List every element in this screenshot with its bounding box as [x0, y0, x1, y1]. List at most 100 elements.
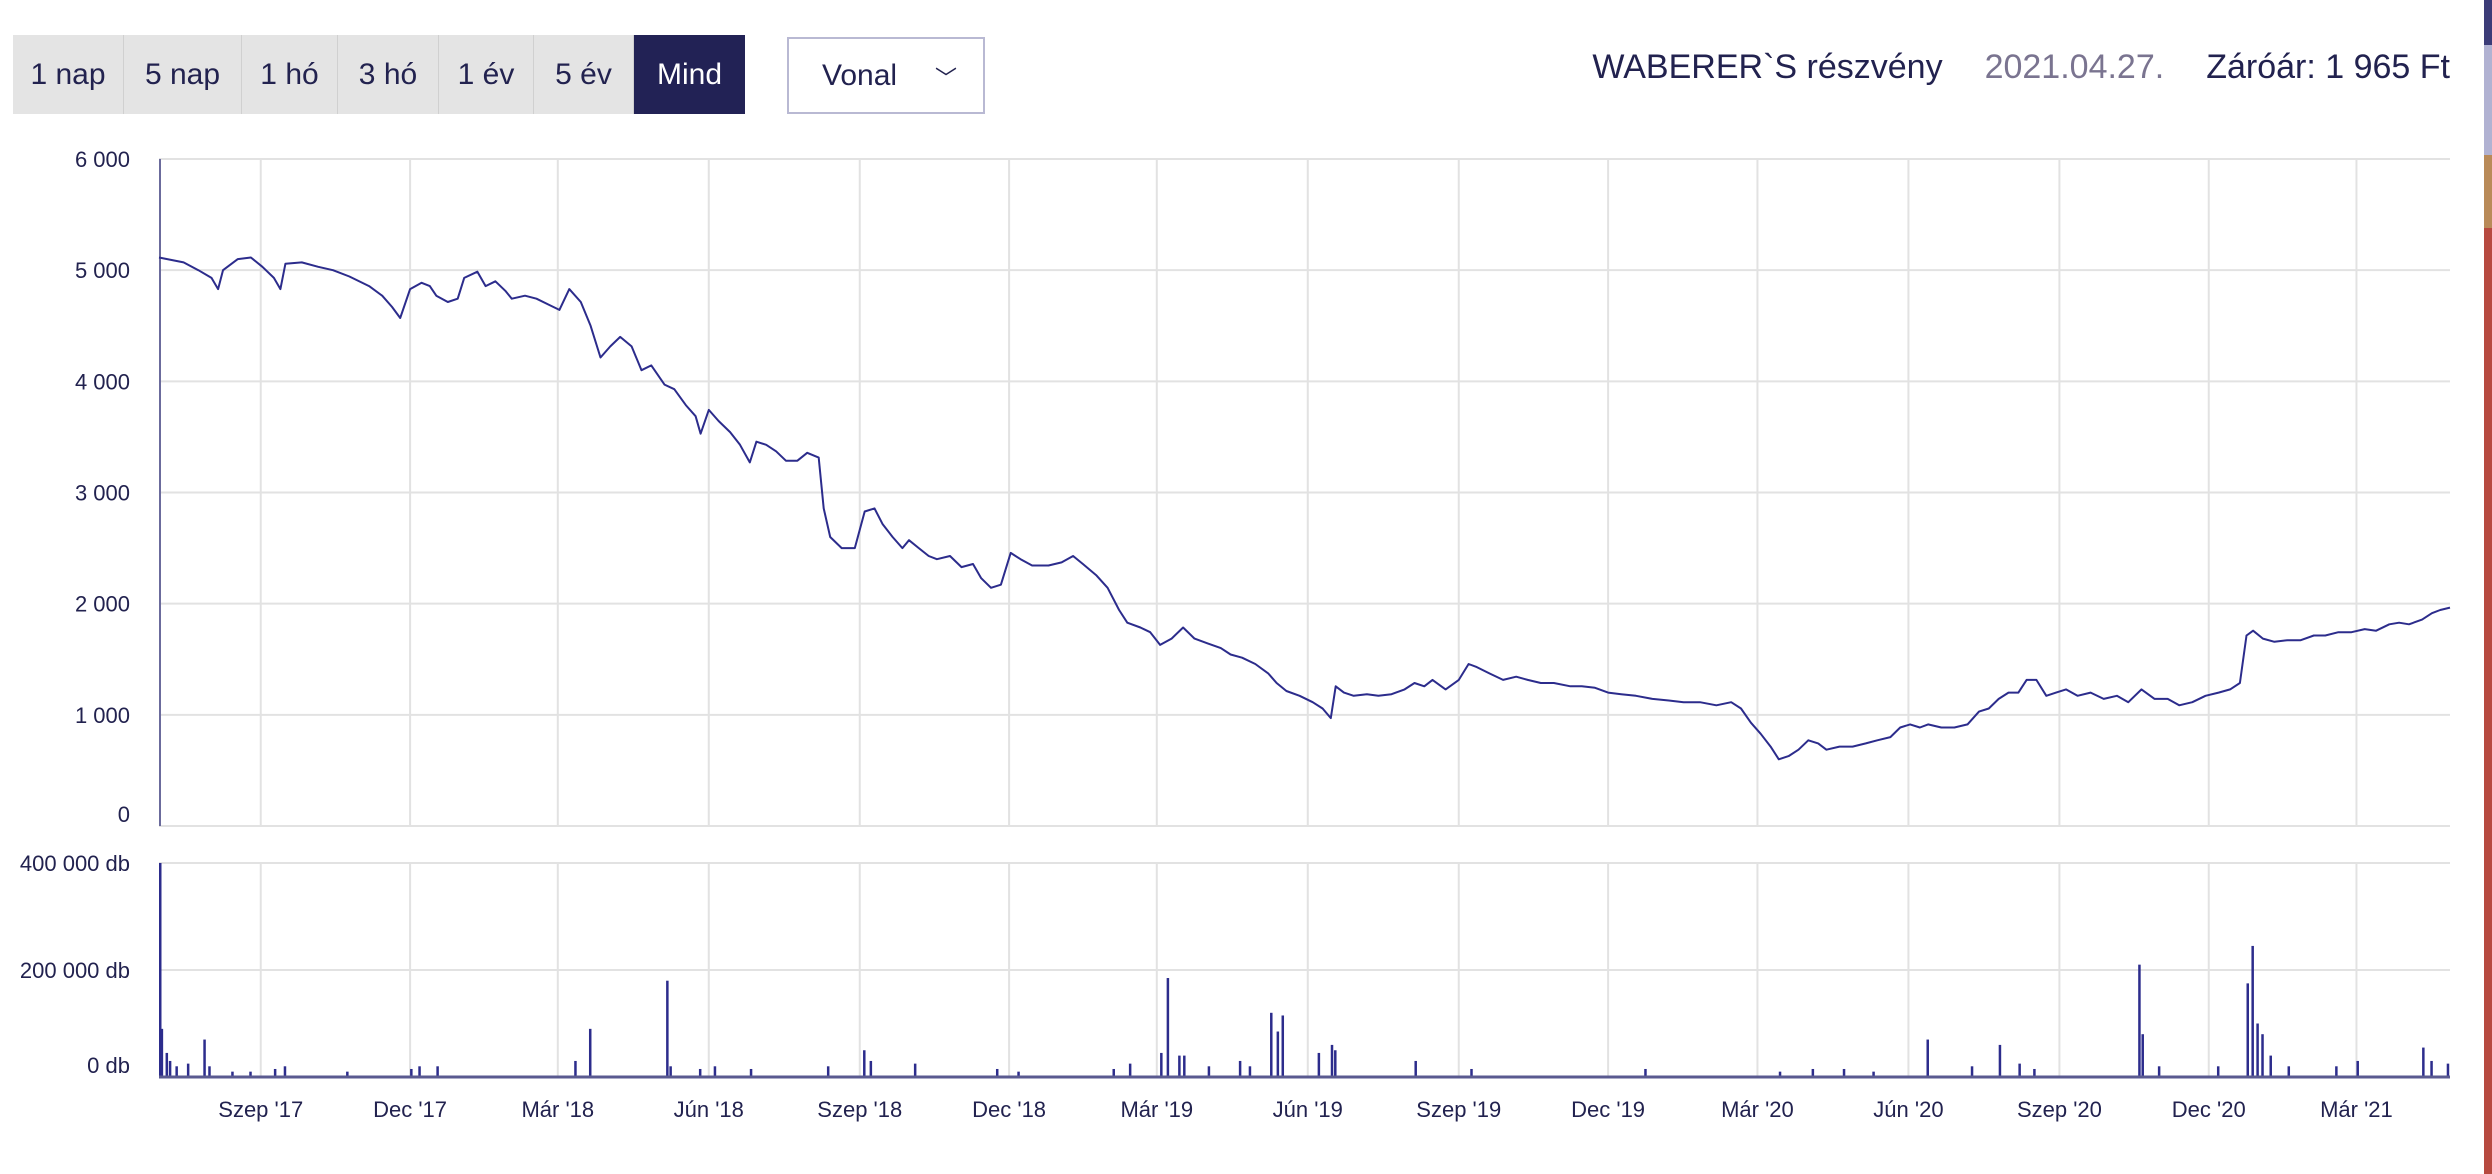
x-tick-label: Jún '18 [674, 1097, 744, 1122]
range-button-group: 1 nap 5 nap 1 hó 3 hó 1 év 5 év Mind [13, 35, 745, 114]
volume-bar [203, 1039, 206, 1077]
scrollbar-segment [2484, 45, 2492, 155]
volume-bar [1270, 1012, 1273, 1077]
chart-type-select[interactable]: Vonal ﹀ [787, 37, 985, 114]
price-y-tick-label: 5 000 [75, 258, 130, 283]
volume-bar [1811, 1068, 1815, 1077]
range-button-5-day[interactable]: 5 nap [124, 35, 242, 114]
volume-bar [713, 1066, 717, 1077]
range-button-1-year[interactable]: 1 év [439, 35, 534, 114]
quote-date: 2021.04.27. [1984, 48, 2165, 86]
volume-bar [410, 1068, 413, 1077]
volume-y-tick-label: 400 000 db [20, 851, 130, 876]
volume-bar [1178, 1055, 1181, 1077]
volume-bar [1207, 1066, 1211, 1077]
volume-bar [160, 1028, 164, 1077]
volume-bar [995, 1068, 999, 1077]
volume-bar [273, 1068, 277, 1077]
range-button-1-day[interactable]: 1 nap [13, 35, 124, 114]
close-price-label: Záróár: [2206, 48, 2316, 86]
x-tick-label: Már '18 [521, 1097, 594, 1122]
stock-header: WABERER`S részvény 2021.04.27. Záróár: 1… [1592, 48, 2450, 87]
x-tick-label: Szep '20 [2017, 1097, 2102, 1122]
volume-bar [1248, 1066, 1252, 1077]
range-button-5-year[interactable]: 5 év [534, 35, 634, 114]
volume-bar [2251, 945, 2254, 1077]
volume-bar [669, 1066, 672, 1077]
volume-bar [1644, 1068, 1647, 1077]
x-tick-label: Jún '19 [1273, 1097, 1343, 1122]
volume-bar [2446, 1063, 2450, 1077]
scrollbar-segment [2484, 0, 2492, 45]
volume-bar [2422, 1047, 2425, 1077]
volume-bar [2216, 1066, 2220, 1077]
volume-bar [1238, 1060, 1242, 1077]
x-tick-label: Már '19 [1120, 1097, 1193, 1122]
volume-bar [2287, 1066, 2291, 1077]
volume-bar [2269, 1055, 2272, 1077]
volume-bar [1276, 1031, 1280, 1077]
volume-bar [1112, 1068, 1115, 1077]
range-button-1-month[interactable]: 1 hó [242, 35, 338, 114]
volume-bar [1330, 1044, 1334, 1077]
volume-bar [826, 1066, 830, 1077]
volume-bar [249, 1071, 252, 1077]
price-y-tick-label: 1 000 [75, 703, 130, 728]
volume-bar [1970, 1066, 1974, 1077]
volume-bar [1334, 1050, 1337, 1077]
volume-bar [2256, 1023, 2259, 1077]
volume-bar [1842, 1068, 1846, 1077]
volume-bar [2141, 1034, 2144, 1077]
volume-bar [1778, 1071, 1782, 1077]
volume-bar [574, 1060, 577, 1077]
volume-bar [1470, 1068, 1473, 1077]
volume-bar [666, 980, 669, 1077]
price-y-tick-label: 2 000 [75, 592, 130, 617]
volume-bar [159, 863, 162, 1077]
volume-bar [186, 1063, 190, 1077]
volume-bar [2246, 983, 2250, 1077]
volume-bar [175, 1066, 178, 1077]
volume-bar [1926, 1039, 1929, 1077]
stock-title: WABERER`S részvény [1592, 48, 1943, 86]
volume-bar [165, 1052, 169, 1077]
x-tick-label: Szep '17 [218, 1097, 303, 1122]
volume-bar [2157, 1066, 2161, 1077]
volume-bar [588, 1028, 592, 1077]
range-button-3-month[interactable]: 3 hó [338, 35, 439, 114]
volume-bar [2430, 1060, 2433, 1077]
volume-bar [1414, 1060, 1417, 1077]
volume-bar [869, 1060, 873, 1077]
scrollbar-segment [2484, 155, 2492, 228]
price-y-tick-label: 0 [118, 802, 130, 827]
x-tick-label: Dec '19 [1571, 1097, 1645, 1122]
x-tick-label: Szep '19 [1416, 1097, 1501, 1122]
volume-bar [1317, 1052, 1321, 1077]
x-tick-label: Dec '20 [2172, 1097, 2246, 1122]
price-y-tick-label: 4 000 [75, 369, 130, 394]
volume-bar [698, 1068, 702, 1077]
x-tick-label: Dec '17 [373, 1097, 447, 1122]
volume-bar [231, 1071, 234, 1077]
volume-bar [749, 1068, 753, 1077]
price-line [158, 256, 2451, 761]
volume-bar [2138, 964, 2141, 1077]
volume-y-tick-label: 0 db [87, 1053, 130, 1078]
volume-bar [863, 1050, 866, 1077]
volume-bar [2356, 1060, 2359, 1077]
range-button-all[interactable]: Mind [634, 35, 745, 114]
volume-bar [1998, 1044, 2002, 1077]
volume-bar [1017, 1071, 1020, 1077]
x-tick-label: Már '20 [1721, 1097, 1794, 1122]
volume-bar [283, 1066, 287, 1077]
volume-bar [2261, 1034, 2264, 1077]
volume-bar [346, 1071, 349, 1077]
volume-bar [418, 1066, 421, 1077]
close-price: Záróár: 1 965 Ft [2206, 48, 2450, 87]
x-tick-label: Szep '18 [817, 1097, 902, 1122]
volume-bar [168, 1060, 172, 1077]
chart-type-value: Vonal [822, 58, 898, 92]
chevron-down-icon: ﹀ [934, 66, 957, 91]
volume-bar [1128, 1063, 1132, 1077]
